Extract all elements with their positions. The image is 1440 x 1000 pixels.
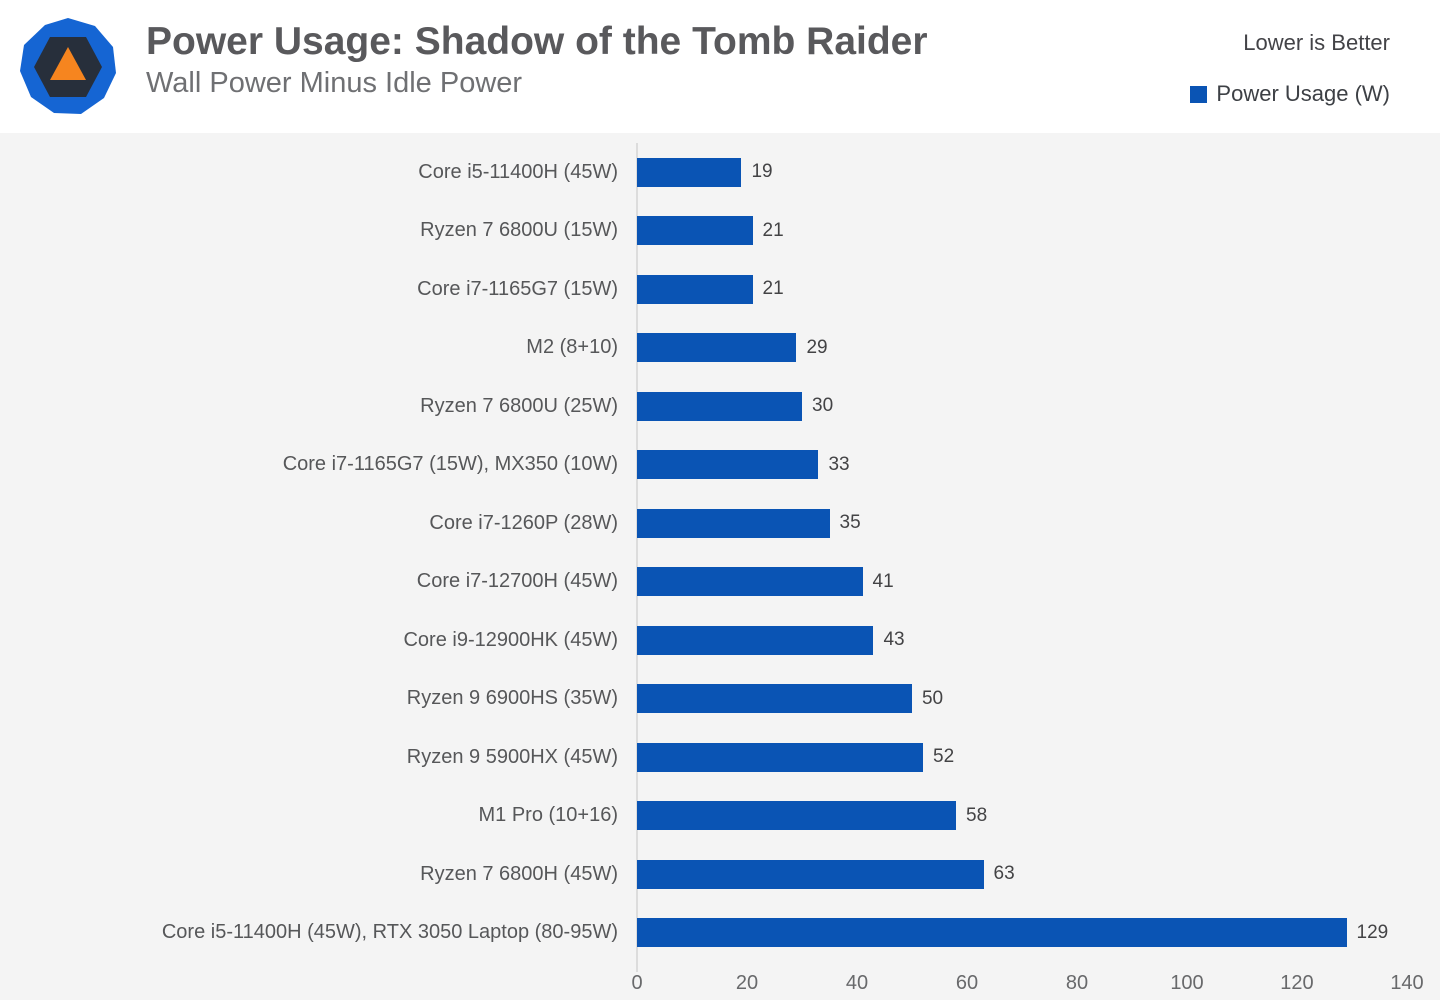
chart-row: Ryzen 9 6900HS (35W) 50: [0, 670, 1440, 729]
title-block: Power Usage: Shadow of the Tomb Raider W…: [146, 18, 928, 102]
x-tick-label: 140: [1390, 972, 1424, 994]
category-label: Core i7-12700H (45W): [416, 570, 618, 593]
category-label: Core i5-11400H (45W): [418, 160, 618, 183]
bar: [637, 859, 984, 889]
chart-row: Core i5-11400H (45W) 19: [0, 143, 1440, 202]
value-label: 21: [762, 278, 784, 300]
techspot-logo-icon: [20, 18, 116, 114]
bar-track: 30: [637, 391, 1407, 421]
bar: [637, 742, 923, 772]
x-tick-label: 40: [845, 972, 869, 994]
category-label: Core i7-1260P (28W): [429, 511, 618, 534]
bar-track: 21: [637, 216, 1407, 246]
bar-track: 35: [637, 508, 1407, 538]
x-tick-label: 20: [735, 972, 759, 994]
category-label: Ryzen 7 6800U (25W): [420, 394, 618, 417]
value-label: 29: [806, 336, 828, 358]
value-label: 63: [993, 863, 1015, 885]
chart-rows: Core i5-11400H (45W) 19 Ryzen 7 6800U (1…: [0, 143, 1440, 972]
chart-row: Ryzen 7 6800H (45W) 63: [0, 845, 1440, 904]
bar: [637, 684, 912, 714]
legend: Power Usage (W): [1190, 81, 1390, 107]
value-label: 50: [921, 687, 944, 709]
chart-row: Core i7-1165G7 (15W), MX350 (10W) 33: [0, 436, 1440, 495]
bar: [637, 918, 1347, 948]
bar-track: 50: [637, 684, 1407, 714]
bar-track: 41: [637, 567, 1407, 597]
value-label: 33: [828, 453, 850, 475]
chart-header: Power Usage: Shadow of the Tomb Raider W…: [0, 0, 1440, 133]
chart-row: M1 Pro (10+16) 58: [0, 787, 1440, 846]
bar: [637, 333, 797, 363]
bar-track: 21: [637, 274, 1407, 304]
bar-track: 52: [637, 742, 1407, 772]
chart-row: Core i7-1260P (28W) 35: [0, 494, 1440, 553]
bar-track: 129: [637, 918, 1407, 948]
category-label: Ryzen 9 6900HS (35W): [406, 687, 618, 710]
x-tick-label: 0: [631, 972, 643, 994]
bar-track: 33: [637, 450, 1407, 480]
bar: [637, 274, 753, 304]
legend-swatch-icon: [1190, 85, 1208, 103]
x-tick-label: 100: [1170, 972, 1204, 994]
category-label: Core i9-12900HK (45W): [403, 628, 618, 651]
bar: [637, 567, 863, 597]
category-label: Ryzen 9 5900HX (45W): [406, 745, 618, 768]
bar-track: 63: [637, 859, 1407, 889]
header-right: Lower is Better Power Usage (W): [1190, 30, 1390, 107]
category-label: Ryzen 7 6800H (45W): [420, 862, 618, 885]
category-label: Core i7-1165G7 (15W): [417, 277, 618, 300]
page-subtitle: Wall Power Minus Idle Power: [146, 67, 523, 99]
bar: [637, 625, 874, 655]
value-label: 52: [933, 746, 955, 768]
chart-row: Ryzen 7 6800U (25W) 30: [0, 377, 1440, 436]
x-tick-label: 80: [1065, 972, 1089, 994]
category-label: Core i7-1165G7 (15W), MX350 (10W): [282, 453, 618, 476]
lower-is-better-note: Lower is Better: [1243, 30, 1390, 55]
category-label: M2 (8+10): [526, 336, 618, 359]
bar-track: 19: [637, 157, 1407, 187]
bar: [637, 157, 742, 187]
chart-row: Core i9-12900HK (45W) 43: [0, 611, 1440, 670]
bar: [637, 216, 753, 246]
category-label: Ryzen 7 6800U (15W): [420, 219, 618, 242]
chart-row: Core i7-12700H (45W) 41: [0, 553, 1440, 612]
x-tick-label: 60: [955, 972, 979, 994]
bar: [637, 391, 802, 421]
page-title: Power Usage: Shadow of the Tomb Raider: [146, 20, 928, 63]
value-label: 41: [872, 570, 894, 592]
x-tick-label: 120: [1280, 972, 1314, 994]
bar: [637, 450, 819, 480]
bar-track: 58: [637, 801, 1407, 831]
bar-track: 43: [637, 625, 1407, 655]
chart-row: Core i5-11400H (45W), RTX 3050 Laptop (8…: [0, 904, 1440, 963]
bar-track: 29: [637, 333, 1407, 363]
value-label: 30: [812, 395, 834, 417]
value-label: 58: [966, 804, 988, 826]
value-label: 129: [1356, 921, 1389, 943]
value-label: 35: [839, 512, 861, 534]
x-axis: 0 20 40 60 80 100 120 140: [631, 962, 1423, 1000]
bar-chart: Core i5-11400H (45W) 19 Ryzen 7 6800U (1…: [0, 133, 1440, 1000]
chart-row: M2 (8+10) 29: [0, 319, 1440, 378]
chart-row: Ryzen 9 5900HX (45W) 52: [0, 728, 1440, 787]
value-label: 43: [883, 629, 905, 651]
chart-row: Ryzen 7 6800U (15W) 21: [0, 202, 1440, 261]
category-label: M1 Pro (10+16): [478, 804, 618, 827]
legend-label: Power Usage (W): [1216, 81, 1390, 106]
bar: [637, 801, 956, 831]
bar: [637, 508, 830, 538]
value-label: 19: [751, 161, 773, 183]
logo-triangle: [50, 47, 86, 80]
value-label: 21: [762, 219, 784, 241]
chart-row: Core i7-1165G7 (15W) 21: [0, 260, 1440, 319]
category-label: Core i5-11400H (45W), RTX 3050 Laptop (8…: [161, 921, 618, 944]
